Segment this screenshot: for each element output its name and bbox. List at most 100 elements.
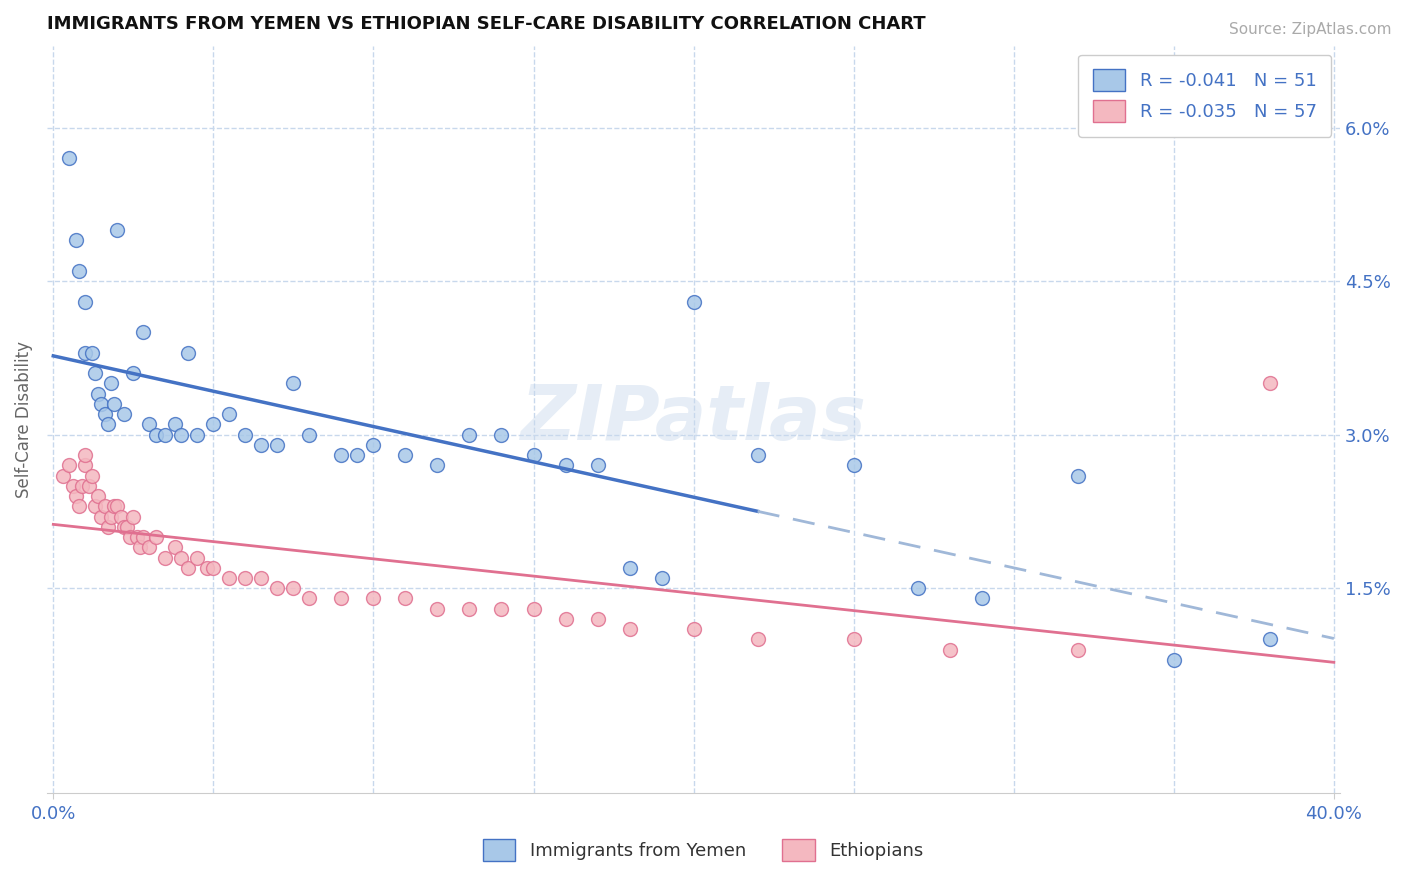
Point xyxy=(682,622,704,636)
Point xyxy=(90,509,112,524)
Point xyxy=(202,417,225,432)
Point xyxy=(938,642,960,657)
Point xyxy=(112,407,135,421)
Point xyxy=(394,591,416,606)
Point xyxy=(586,458,609,473)
Point xyxy=(120,530,142,544)
Point xyxy=(554,612,576,626)
Point xyxy=(77,479,100,493)
Point xyxy=(80,468,103,483)
Point xyxy=(266,581,288,595)
Point xyxy=(363,591,385,606)
Point xyxy=(163,541,186,555)
Point xyxy=(250,438,273,452)
Point xyxy=(907,581,929,595)
Point xyxy=(330,448,353,462)
Point xyxy=(619,622,641,636)
Y-axis label: Self-Care Disability: Self-Care Disability xyxy=(15,341,32,498)
Point xyxy=(491,427,513,442)
Point xyxy=(747,448,769,462)
Point xyxy=(1067,468,1090,483)
Point xyxy=(97,417,120,432)
Point xyxy=(105,223,128,237)
Point xyxy=(266,438,288,452)
Point xyxy=(93,500,115,514)
Point xyxy=(128,541,150,555)
Point xyxy=(186,550,208,565)
Point xyxy=(458,427,481,442)
Point xyxy=(67,500,90,514)
Point xyxy=(202,561,225,575)
Point xyxy=(363,438,385,452)
Point xyxy=(218,571,240,585)
Point xyxy=(235,427,257,442)
Point xyxy=(75,458,97,473)
Point xyxy=(970,591,993,606)
Point xyxy=(170,427,193,442)
Point xyxy=(218,407,240,421)
Point xyxy=(394,448,416,462)
Point xyxy=(145,427,167,442)
Point xyxy=(235,571,257,585)
Point xyxy=(177,345,200,359)
Point xyxy=(155,550,177,565)
Text: ZIPatlas: ZIPatlas xyxy=(520,383,866,457)
Point xyxy=(491,601,513,615)
Point xyxy=(105,500,128,514)
Point xyxy=(1067,642,1090,657)
Point xyxy=(90,397,112,411)
Point xyxy=(298,591,321,606)
Point xyxy=(426,458,449,473)
Point xyxy=(75,448,97,462)
Point xyxy=(186,427,208,442)
Text: Source: ZipAtlas.com: Source: ZipAtlas.com xyxy=(1229,22,1392,37)
Point xyxy=(138,417,160,432)
Point xyxy=(132,530,155,544)
Point xyxy=(93,407,115,421)
Point xyxy=(250,571,273,585)
Point xyxy=(1163,653,1185,667)
Point xyxy=(842,458,865,473)
Point xyxy=(195,561,218,575)
Legend: R = -0.041   N = 51, R = -0.035   N = 57: R = -0.041 N = 51, R = -0.035 N = 57 xyxy=(1078,54,1331,136)
Point xyxy=(283,581,305,595)
Point xyxy=(842,632,865,647)
Point xyxy=(112,520,135,534)
Point xyxy=(170,550,193,565)
Point xyxy=(651,571,673,585)
Point xyxy=(65,233,87,247)
Point xyxy=(458,601,481,615)
Point xyxy=(80,345,103,359)
Point xyxy=(122,366,145,380)
Point xyxy=(682,294,704,309)
Point xyxy=(522,448,544,462)
Point xyxy=(97,520,120,534)
Point xyxy=(1258,632,1281,647)
Point xyxy=(103,500,125,514)
Point xyxy=(62,479,84,493)
Point xyxy=(125,530,148,544)
Point xyxy=(115,520,138,534)
Point xyxy=(87,386,110,401)
Point xyxy=(75,345,97,359)
Point xyxy=(145,530,167,544)
Point xyxy=(75,294,97,309)
Point xyxy=(619,561,641,575)
Point xyxy=(100,509,122,524)
Point xyxy=(58,151,80,165)
Point xyxy=(103,397,125,411)
Point xyxy=(330,591,353,606)
Point xyxy=(52,468,75,483)
Point xyxy=(70,479,93,493)
Point xyxy=(155,427,177,442)
Point xyxy=(586,612,609,626)
Text: IMMIGRANTS FROM YEMEN VS ETHIOPIAN SELF-CARE DISABILITY CORRELATION CHART: IMMIGRANTS FROM YEMEN VS ETHIOPIAN SELF-… xyxy=(46,15,925,33)
Point xyxy=(65,489,87,503)
Point xyxy=(554,458,576,473)
Point xyxy=(426,601,449,615)
Point xyxy=(283,376,305,391)
Point xyxy=(110,509,132,524)
Point xyxy=(138,541,160,555)
Point xyxy=(84,366,107,380)
Point xyxy=(747,632,769,647)
